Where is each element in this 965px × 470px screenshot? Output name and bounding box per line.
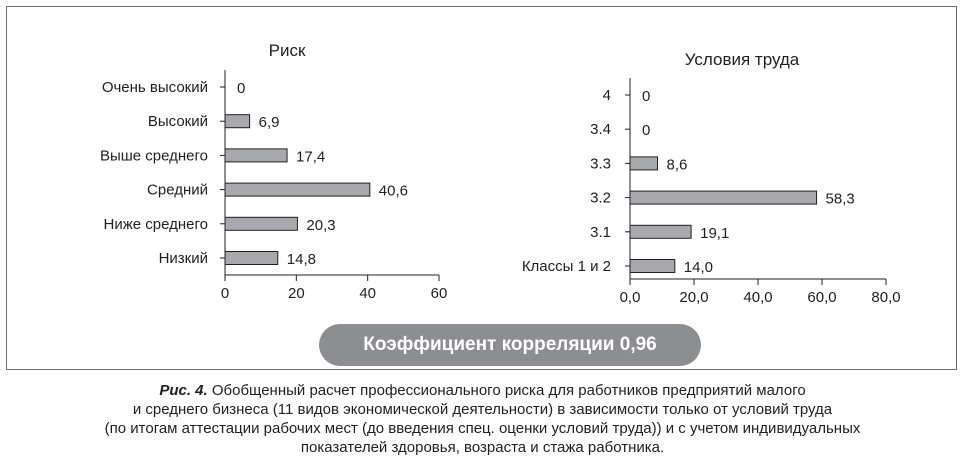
chart1-bar: [224, 216, 298, 231]
chart2-x-tick-label: 40,0: [743, 289, 772, 306]
chart1-category-label: Низкий: [159, 250, 208, 267]
chart1-category-label: Очень высокий: [102, 79, 208, 96]
caption-lead: Рис. 4.: [159, 382, 208, 399]
chart2-category-label: 4: [603, 87, 611, 104]
chart2-category-label: 3.3: [590, 155, 611, 172]
figure-caption: Рис. 4. Обобщенный расчет профессиональн…: [0, 381, 965, 457]
chart1-bar: [224, 148, 288, 163]
figure-frame: Риск 0 20 40 60 Очень высокий 0 Высокий 6,9 Выше …: [6, 6, 957, 370]
chart2-x-tick-label: 0,0: [620, 289, 641, 306]
chart2-category-label: 3.1: [590, 224, 611, 241]
chart1-x-tick-label: 0: [221, 285, 229, 302]
caption-text-1: Обобщенный расчет профессионального риск…: [207, 382, 806, 399]
chart1-value-label: 6,9: [259, 114, 280, 131]
chart1-x-tick-label: 40: [359, 285, 376, 302]
chart2-bar: [629, 224, 692, 239]
chart1-x-tick-label: 60: [431, 285, 448, 302]
chart2-x-tick-label: 80,0: [871, 289, 900, 306]
chart2-value-label: 0: [642, 88, 650, 105]
chart2-bar: [629, 259, 676, 273]
chart2-category-label: Классы 1 и 2: [522, 258, 611, 275]
chart2-value-label: 19,1: [700, 225, 729, 242]
chart1-value-label: 20,3: [306, 217, 335, 234]
chart1-title: Риск: [269, 41, 306, 60]
chart1-x-tick-label: 20: [288, 285, 305, 302]
correlation-badge: Коэффициент корреляции 0,96: [319, 324, 701, 366]
chart2-category-label: 3.4: [590, 121, 611, 138]
caption-line-3: (по итогам аттестации рабочих мест (до в…: [104, 420, 861, 437]
chart2-title: Условия труда: [685, 50, 800, 69]
chart1-category-label: Средний: [147, 182, 208, 199]
chart1-category-label: Высокий: [148, 113, 208, 130]
chart2-x-tick-label: 60,0: [807, 289, 836, 306]
chart2-bar: [629, 156, 659, 171]
caption-line-1: Рис. 4. Обобщенный расчет профессиональн…: [0, 381, 965, 400]
chart1-value-label: 17,4: [296, 148, 325, 165]
caption-line-2: и среднего бизнеса (11 видов экономическ…: [132, 401, 833, 418]
chart1-bar: [224, 251, 279, 265]
chart2-value-label: 8,6: [667, 156, 688, 173]
chart1-category-label: Выше среднего: [100, 147, 208, 164]
caption-line-4: показателей здоровья, возраста и стажа р…: [300, 439, 665, 456]
chart2-value-label: 58,3: [826, 191, 855, 208]
chart2-category-label: 3.2: [590, 190, 611, 207]
chart2-value-label: 0: [642, 122, 650, 139]
chart1-bar: [224, 114, 251, 129]
chart1-value-label: 40,6: [379, 183, 408, 200]
chart1-value-label: 0: [237, 80, 245, 97]
chart1-category-label: Ниже среднего: [104, 216, 208, 233]
chart1-bar: [224, 182, 371, 197]
chart2-x-tick-label: 20,0: [679, 289, 708, 306]
chart2-bar: [629, 190, 818, 205]
chart2-value-label: 14,0: [684, 259, 713, 276]
chart1-value-label: 14,8: [287, 251, 316, 268]
